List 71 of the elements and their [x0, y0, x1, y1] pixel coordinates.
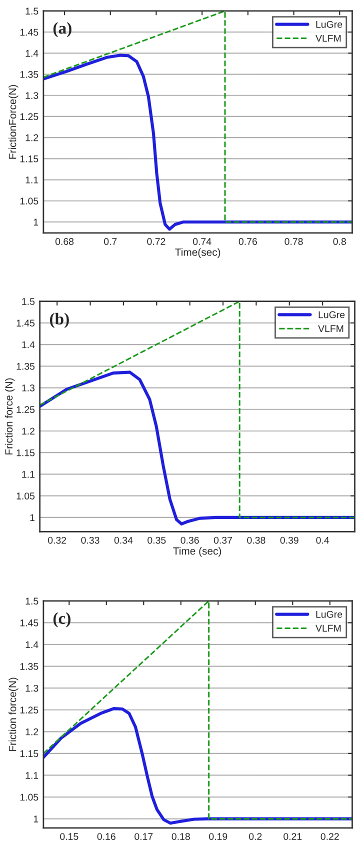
y-tick-label: 1.45 — [20, 28, 38, 36]
y-tick-label: 1.5 — [26, 598, 38, 605]
y-axis-title: Friction force(N) — [8, 678, 18, 751]
y-tick-label: 1.25 — [20, 113, 38, 120]
x-tick-label: 0.35 — [148, 536, 166, 544]
y-tick-label: 1.2 — [26, 728, 38, 736]
y-tick-label: 1.5 — [26, 8, 38, 15]
y-tick-label: 1.3 — [22, 384, 35, 392]
y-tick-label: 1.15 — [20, 156, 38, 162]
annotation: (a) — [53, 22, 72, 38]
x-tick-label: 0.16 — [97, 833, 116, 840]
x-tick-label: 0.33 — [81, 536, 100, 544]
annotation: (b) — [50, 312, 69, 328]
y-tick-label: 1.35 — [16, 362, 35, 370]
x-tick-label: 0.72 — [147, 238, 166, 245]
y-tick-label: 1.2 — [26, 134, 38, 142]
y-tick-label: 1.05 — [20, 794, 38, 801]
x-tick-label: 0.21 — [284, 833, 302, 840]
y-tick-label: 1.4 — [22, 341, 35, 348]
x-tick-label: 0.34 — [114, 536, 133, 544]
x-tick-label: 0.7 — [104, 238, 117, 245]
y-tick-label: 1.2 — [22, 428, 34, 435]
x-tick-label: 0.19 — [209, 833, 228, 840]
x-tick-label: 0.8 — [333, 238, 346, 245]
x-tick-label: 0.17 — [134, 833, 153, 840]
x-tick-label: 0.37 — [214, 536, 232, 544]
y-tick-label: 1.05 — [20, 198, 38, 204]
x-tick-label: 0.76 — [238, 238, 257, 245]
x-tick-label: 0.22 — [320, 833, 339, 840]
y-tick-label: 1.25 — [20, 706, 38, 714]
y-tick-label: 1.5 — [22, 298, 35, 305]
y-tick-label: 1.35 — [20, 663, 38, 670]
x-tick-label: 0.78 — [284, 238, 303, 245]
x-tick-label: 0.38 — [247, 536, 266, 544]
y-tick-label: 1 — [34, 218, 38, 226]
y-tick-label: 1.15 — [20, 750, 38, 758]
y-tick-label: 1.4 — [26, 641, 38, 648]
y-tick-label: 1.15 — [16, 449, 35, 456]
y-tick-label: 1.45 — [16, 320, 35, 327]
y-tick-label: 1.4 — [26, 50, 38, 57]
y-tick-label: 1.3 — [26, 684, 38, 692]
y-tick-label: 1.1 — [22, 471, 34, 478]
legend-label: VLFM — [316, 624, 341, 632]
y-tick-label: 1.45 — [20, 620, 38, 626]
x-tick-label: 0.15 — [60, 833, 78, 840]
x-tick-label: 0.74 — [192, 238, 212, 245]
y-tick-label: 1 — [34, 816, 38, 822]
x-tick-label: 0.32 — [48, 536, 66, 544]
legend-label: LuGre — [316, 20, 342, 28]
legend-label: VLFM — [318, 325, 344, 332]
y-tick-label: 1.25 — [16, 406, 35, 413]
x-tick-label: 0.39 — [280, 536, 298, 544]
legend-label: LuGre — [316, 610, 342, 618]
x-axis-title: Time (sec) — [173, 547, 222, 557]
y-tick-label: 1.05 — [16, 492, 35, 500]
x-tick-label: 0.2 — [249, 833, 262, 840]
x-tick-label: 0.18 — [172, 833, 190, 840]
x-axis-title: Time(sec) — [175, 248, 220, 258]
legend-label: LuGre — [318, 311, 345, 318]
y-tick-label: 1 — [30, 514, 34, 521]
x-tick-label: 0.4 — [316, 536, 330, 544]
y-tick-label: 1.35 — [20, 71, 38, 78]
y-tick-label: 1.1 — [26, 176, 38, 184]
x-tick-label: 0.36 — [180, 536, 199, 544]
y-axis-title: FrictionForce(N) — [8, 84, 18, 159]
y-tick-label: 1.3 — [26, 92, 38, 99]
legend-label: VLFM — [316, 34, 341, 42]
annotation: (c) — [53, 612, 70, 628]
y-axis-title: Friction force (N) — [4, 378, 15, 454]
y-tick-label: 1.1 — [26, 772, 38, 779]
x-tick-label: 0.68 — [55, 238, 74, 245]
